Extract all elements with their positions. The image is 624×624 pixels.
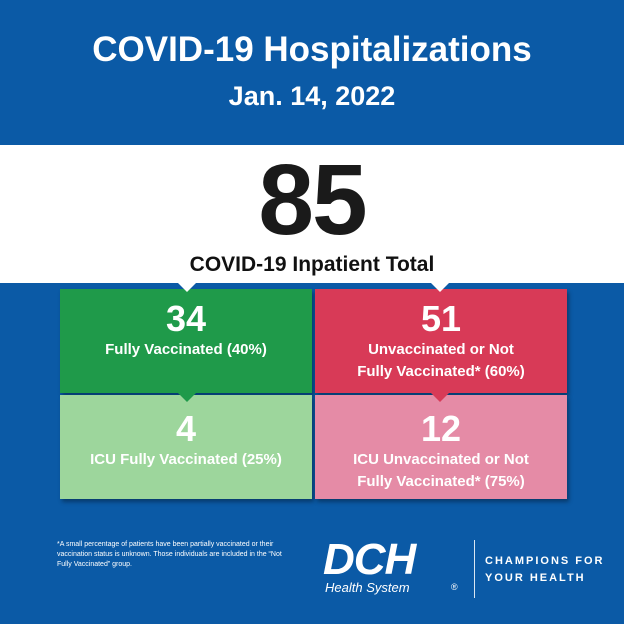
tagline-line1: CHAMPIONS FOR: [485, 555, 605, 567]
icu-unvaccinated-box: 12 ICU Unvaccinated or Not Fully Vaccina…: [315, 395, 567, 499]
icu-fully-vaccinated-box: 4 ICU Fully Vaccinated (25%): [60, 395, 312, 499]
registered-mark: ®: [451, 582, 458, 592]
unvaccinated-label-line1: Unvaccinated or Not: [368, 341, 514, 358]
footnote: *A small percentage of patients have bee…: [57, 541, 282, 568]
fully-vaccinated-box: 34 Fully Vaccinated (40%): [60, 289, 312, 393]
fully-vaccinated-value: 34: [165, 298, 207, 339]
tagline: CHAMPIONS FOR YOUR HEALTH: [485, 553, 605, 587]
unvaccinated-box: 51 Unvaccinated or Not Fully Vaccinated*…: [315, 289, 567, 393]
logo-letters: DCH: [323, 535, 416, 584]
tagline-line2: YOUR HEALTH: [485, 572, 586, 584]
icu-fully-vaccinated-label: ICU Fully Vaccinated (25%): [90, 451, 282, 468]
unvaccinated-value: 51: [420, 298, 462, 339]
dch-logo: DCH Health System ®: [323, 538, 467, 598]
fully-vaccinated-label: Fully Vaccinated (40%): [105, 341, 267, 358]
icu-fully-vaccinated-value: 4: [175, 408, 197, 449]
icu-unvaccinated-label-line1: ICU Unvaccinated or Not: [353, 451, 529, 468]
logo-subtitle: Health System: [325, 580, 410, 595]
total-panel: [0, 145, 624, 283]
icu-unvaccinated-label-line2: Fully Vaccinated* (75%): [357, 473, 525, 490]
logo-divider: [474, 540, 475, 598]
unvaccinated-pointer: [430, 392, 450, 402]
unvaccinated-label-line2: Fully Vaccinated* (60%): [357, 363, 525, 380]
page-title: COVID-19 Hospitalizations: [92, 30, 532, 69]
fully-vaccinated-pointer: [177, 392, 197, 402]
total-label: COVID-19 Inpatient Total: [189, 253, 435, 276]
total-value: 85: [258, 144, 367, 256]
total-pointer-right: [430, 282, 450, 292]
total-pointer-left: [177, 282, 197, 292]
report-date: Jan. 14, 2022: [228, 81, 396, 111]
icu-unvaccinated-value: 12: [420, 408, 462, 449]
